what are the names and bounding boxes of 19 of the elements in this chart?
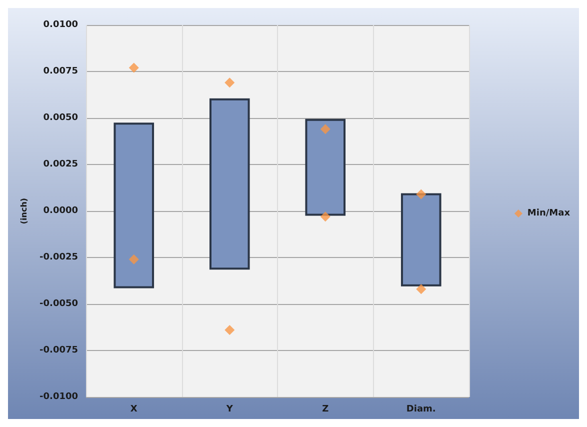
bar	[114, 122, 154, 288]
bar	[400, 193, 442, 286]
x-tick-label: Z	[322, 404, 330, 414]
y-tick-label: 0.0025	[43, 160, 78, 170]
y-tick-label: 0.0100	[43, 20, 78, 30]
y-tick-label: 0.0050	[43, 113, 78, 123]
y-tick-label: -0.0025	[40, 252, 78, 262]
y-axis-title: (inch)	[20, 198, 28, 224]
y-tick-label: -0.0050	[40, 299, 78, 309]
bar	[209, 98, 250, 270]
y-tick-label: 0.0075	[43, 66, 78, 76]
y-tick-label: 0.0000	[43, 206, 78, 216]
x-tick-label: X	[130, 404, 138, 414]
y-tick-label: -0.0075	[40, 346, 78, 356]
legend-label: Min/Max	[527, 208, 570, 218]
x-tick-label: Y	[225, 404, 234, 414]
x-tick-label: Diam.	[406, 404, 436, 414]
y-tick-label: -0.0100	[40, 392, 78, 402]
bar	[305, 118, 346, 216]
